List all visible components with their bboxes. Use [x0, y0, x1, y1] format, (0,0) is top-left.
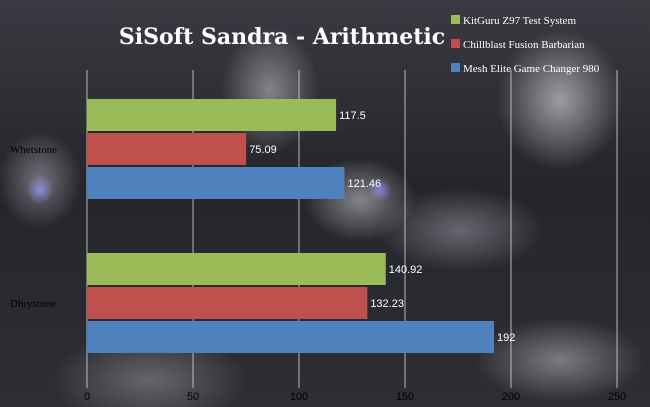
category-label-dhrystone: Dhrystone	[10, 298, 56, 310]
x-tick-label: 200	[502, 391, 520, 403]
bar-value-label: 121.46	[347, 178, 381, 190]
value-labels: 117.5 75.09 121.46 140.92 132.23 192	[249, 110, 515, 344]
x-tick-label: 50	[187, 391, 199, 403]
bar-value-label: 192	[497, 332, 515, 344]
bar-dhrystone-series-1	[87, 253, 386, 285]
bar-whetstone-series-2	[87, 133, 247, 165]
legend-label-1: KitGuru Z97 Test System	[463, 15, 576, 27]
bar-value-label: 117.5	[339, 110, 366, 122]
legend-label-3: Mesh Elite Game Changer 980	[463, 63, 600, 75]
bar-value-label: 140.92	[389, 264, 423, 276]
bars	[87, 99, 495, 353]
bar-dhrystone-series-3	[87, 321, 495, 353]
bar-whetstone-series-1	[87, 99, 337, 131]
bar-whetstone-series-3	[87, 167, 345, 199]
bar-dhrystone-series-2	[87, 287, 368, 319]
legend-swatch-3	[451, 63, 460, 72]
x-tick-label: 250	[608, 391, 626, 403]
category-labels: Whetstone Dhrystone	[10, 144, 57, 310]
x-axis-ticks: 0 50 100 150 200 250	[84, 391, 626, 403]
bar-value-label: 132.23	[370, 298, 404, 310]
chart-title: SiSoft Sandra - Arithmetic	[119, 24, 445, 50]
bar-value-label: 75.09	[249, 144, 277, 156]
legend-swatch-1	[451, 15, 460, 24]
x-tick-label: 150	[396, 391, 414, 403]
x-tick-label: 0	[84, 391, 90, 403]
legend-label-2: Chillblast Fusion Barbarian	[463, 39, 585, 51]
legend-swatch-2	[451, 39, 460, 48]
category-label-whetstone: Whetstone	[10, 144, 57, 156]
x-tick-label: 100	[290, 391, 308, 403]
legend: KitGuru Z97 Test System Chillblast Fusion…	[451, 15, 600, 75]
